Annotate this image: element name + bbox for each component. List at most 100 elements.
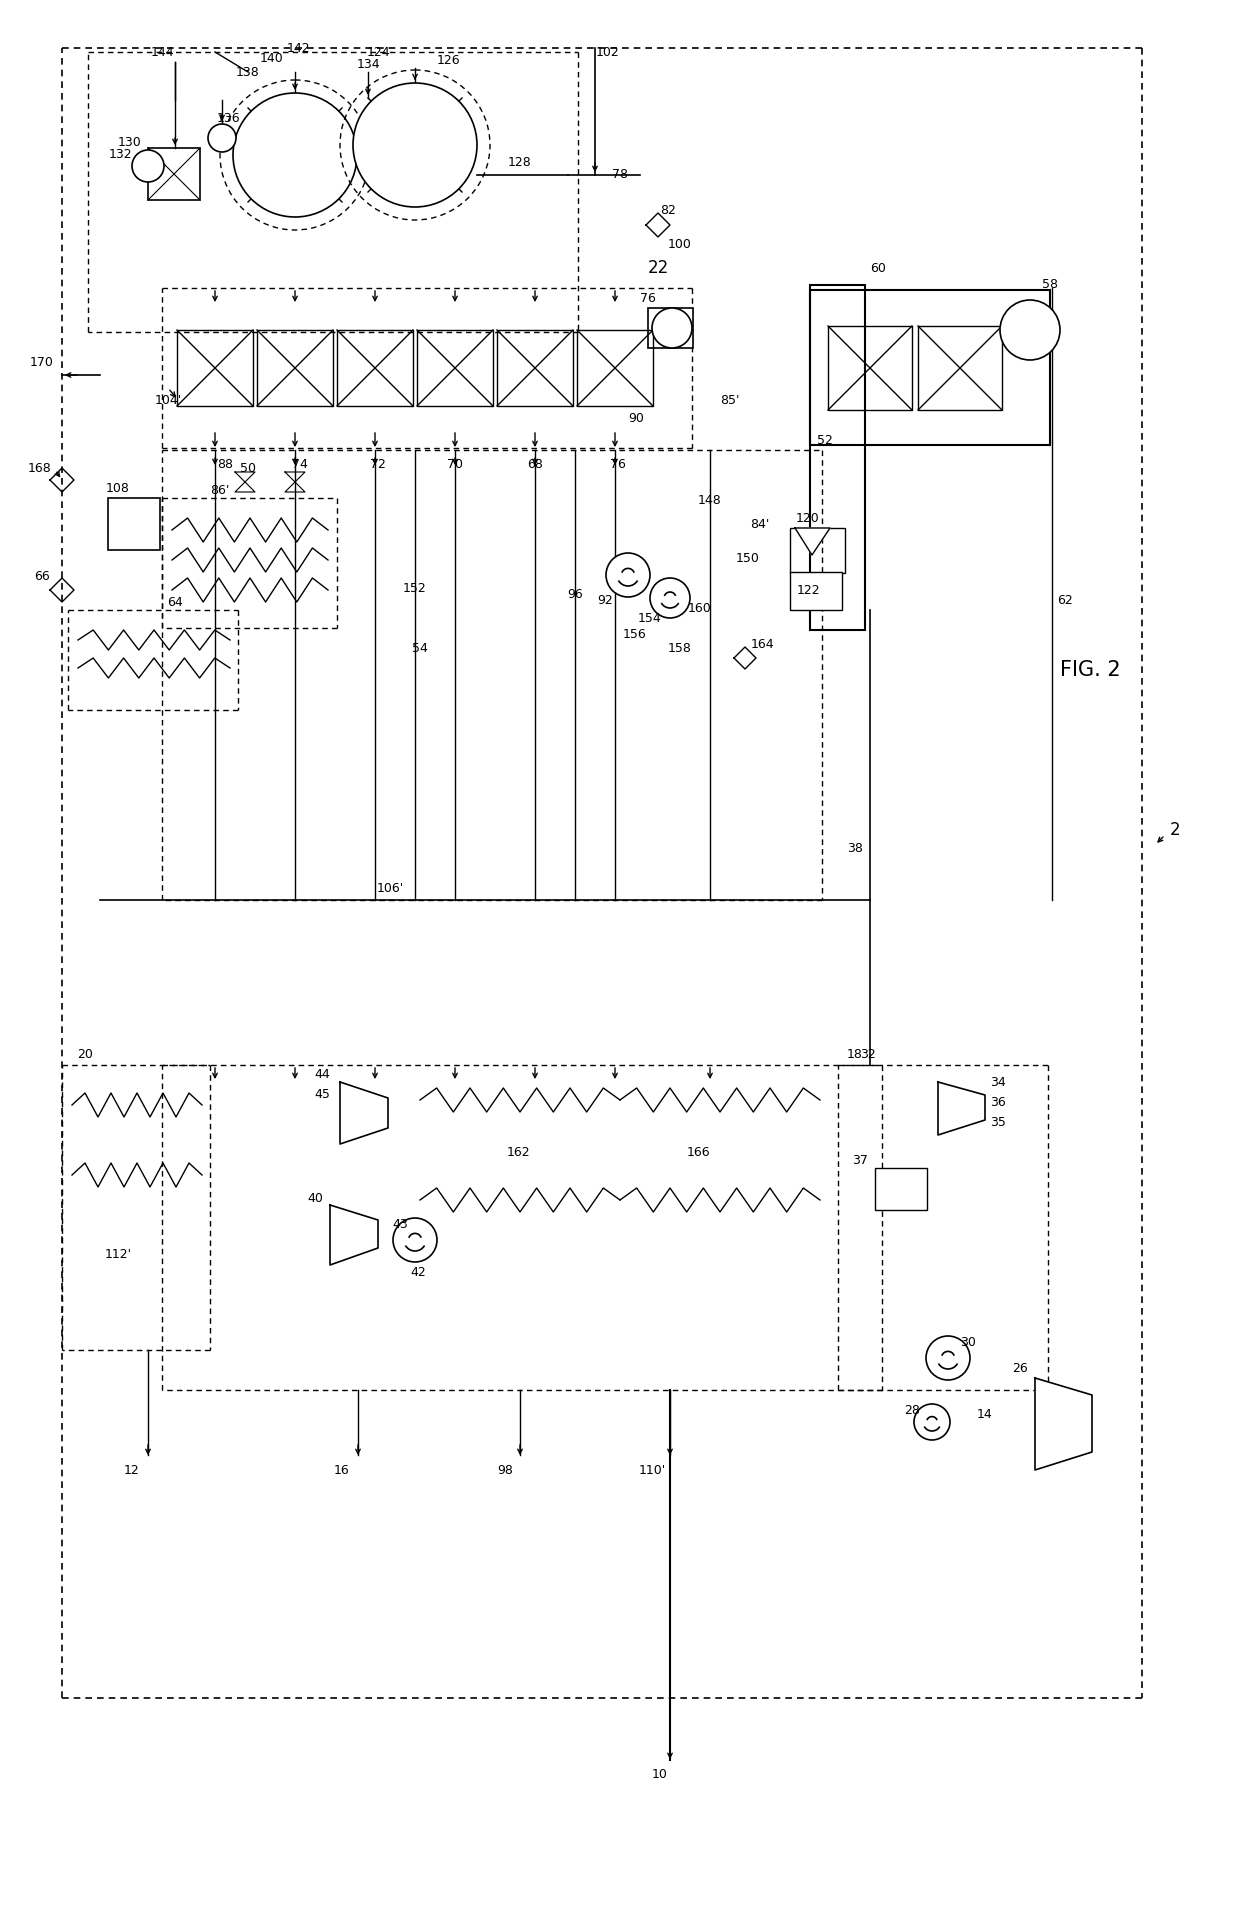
Text: 20: 20 xyxy=(77,1049,93,1061)
Text: 12: 12 xyxy=(124,1463,140,1477)
Text: 112': 112' xyxy=(104,1249,131,1262)
Circle shape xyxy=(131,150,164,182)
Bar xyxy=(177,330,253,407)
Text: 170: 170 xyxy=(30,355,53,368)
Text: 152: 152 xyxy=(403,581,427,595)
Bar xyxy=(649,309,693,347)
Text: 168: 168 xyxy=(29,462,52,474)
Text: 85': 85' xyxy=(720,393,740,407)
Text: 66: 66 xyxy=(35,570,50,583)
Bar xyxy=(875,1168,928,1210)
Bar xyxy=(828,326,911,410)
Text: 166: 166 xyxy=(686,1145,709,1158)
Text: 32: 32 xyxy=(861,1049,875,1061)
Text: 120: 120 xyxy=(796,512,820,524)
Text: 52: 52 xyxy=(817,433,833,447)
Text: 26: 26 xyxy=(1012,1362,1028,1375)
Polygon shape xyxy=(1035,1377,1092,1469)
Circle shape xyxy=(208,125,236,152)
Text: 150: 150 xyxy=(737,552,760,564)
Text: 130: 130 xyxy=(118,136,141,148)
Text: 70: 70 xyxy=(446,458,463,472)
Polygon shape xyxy=(795,527,830,554)
Circle shape xyxy=(652,309,692,347)
Text: 78: 78 xyxy=(613,169,627,182)
Text: 42: 42 xyxy=(410,1266,425,1279)
Text: 92: 92 xyxy=(598,593,613,606)
Text: 34: 34 xyxy=(990,1076,1006,1089)
Text: 22: 22 xyxy=(647,259,668,276)
Text: FIG. 2: FIG. 2 xyxy=(1060,660,1120,681)
Text: 98: 98 xyxy=(497,1463,513,1477)
Text: 140: 140 xyxy=(260,52,284,65)
Text: 154: 154 xyxy=(639,612,662,625)
Text: 60: 60 xyxy=(870,261,885,274)
Text: 58: 58 xyxy=(1042,278,1058,292)
Text: 156: 156 xyxy=(624,629,647,641)
Text: 40: 40 xyxy=(308,1191,322,1205)
Bar xyxy=(790,527,844,573)
Bar xyxy=(918,326,1002,410)
Text: 122: 122 xyxy=(796,583,820,596)
Text: 108: 108 xyxy=(107,481,130,495)
Text: 35: 35 xyxy=(990,1116,1006,1128)
Text: 142: 142 xyxy=(286,42,310,54)
Text: 18: 18 xyxy=(847,1049,863,1061)
Text: 76: 76 xyxy=(640,292,656,305)
Text: 104': 104' xyxy=(154,393,181,407)
Circle shape xyxy=(914,1404,950,1440)
Text: 100: 100 xyxy=(668,238,692,251)
Text: 54: 54 xyxy=(412,641,428,654)
Bar xyxy=(497,330,573,407)
Text: 90: 90 xyxy=(629,412,644,424)
Text: 126: 126 xyxy=(436,54,460,67)
Circle shape xyxy=(393,1218,436,1262)
Text: 86': 86' xyxy=(211,483,229,497)
Text: 124: 124 xyxy=(366,46,389,59)
Text: 45: 45 xyxy=(314,1089,330,1101)
Text: 134: 134 xyxy=(356,59,379,71)
Text: 102: 102 xyxy=(596,46,620,59)
Bar xyxy=(577,330,653,407)
Text: 160: 160 xyxy=(688,602,712,614)
Text: 37: 37 xyxy=(852,1153,868,1166)
Polygon shape xyxy=(937,1082,985,1135)
Bar xyxy=(810,290,1050,445)
Text: 106': 106' xyxy=(377,882,404,894)
Bar xyxy=(257,330,334,407)
Text: 158: 158 xyxy=(668,641,692,654)
Circle shape xyxy=(606,552,650,596)
Text: 164: 164 xyxy=(750,639,774,652)
Bar xyxy=(417,330,494,407)
Text: 43: 43 xyxy=(392,1218,408,1231)
Text: 88: 88 xyxy=(217,458,233,472)
Bar xyxy=(108,499,160,550)
Text: 84': 84' xyxy=(750,518,770,531)
Text: 14: 14 xyxy=(977,1408,993,1421)
Text: 138: 138 xyxy=(236,65,260,79)
Text: 76: 76 xyxy=(610,458,626,472)
Text: 82: 82 xyxy=(660,203,676,217)
Text: 144: 144 xyxy=(150,46,174,59)
Text: 28: 28 xyxy=(904,1404,920,1417)
Text: 128: 128 xyxy=(508,155,532,169)
Text: 132: 132 xyxy=(108,148,131,161)
Text: 10: 10 xyxy=(652,1768,668,1782)
Bar xyxy=(790,572,842,610)
Text: 162: 162 xyxy=(506,1145,529,1158)
Text: 2: 2 xyxy=(1169,821,1180,838)
Bar xyxy=(337,330,413,407)
Text: 148: 148 xyxy=(698,493,722,506)
Text: 50: 50 xyxy=(241,462,255,474)
Text: 110': 110' xyxy=(639,1463,666,1477)
Text: 136: 136 xyxy=(216,111,239,125)
Text: 68: 68 xyxy=(527,458,543,472)
Text: 36: 36 xyxy=(990,1095,1006,1109)
Text: 96: 96 xyxy=(567,589,583,602)
Circle shape xyxy=(999,299,1060,361)
Text: 72: 72 xyxy=(370,458,386,472)
Text: 74: 74 xyxy=(293,458,308,472)
Text: 30: 30 xyxy=(960,1335,976,1348)
Polygon shape xyxy=(330,1205,378,1266)
Circle shape xyxy=(233,92,357,217)
